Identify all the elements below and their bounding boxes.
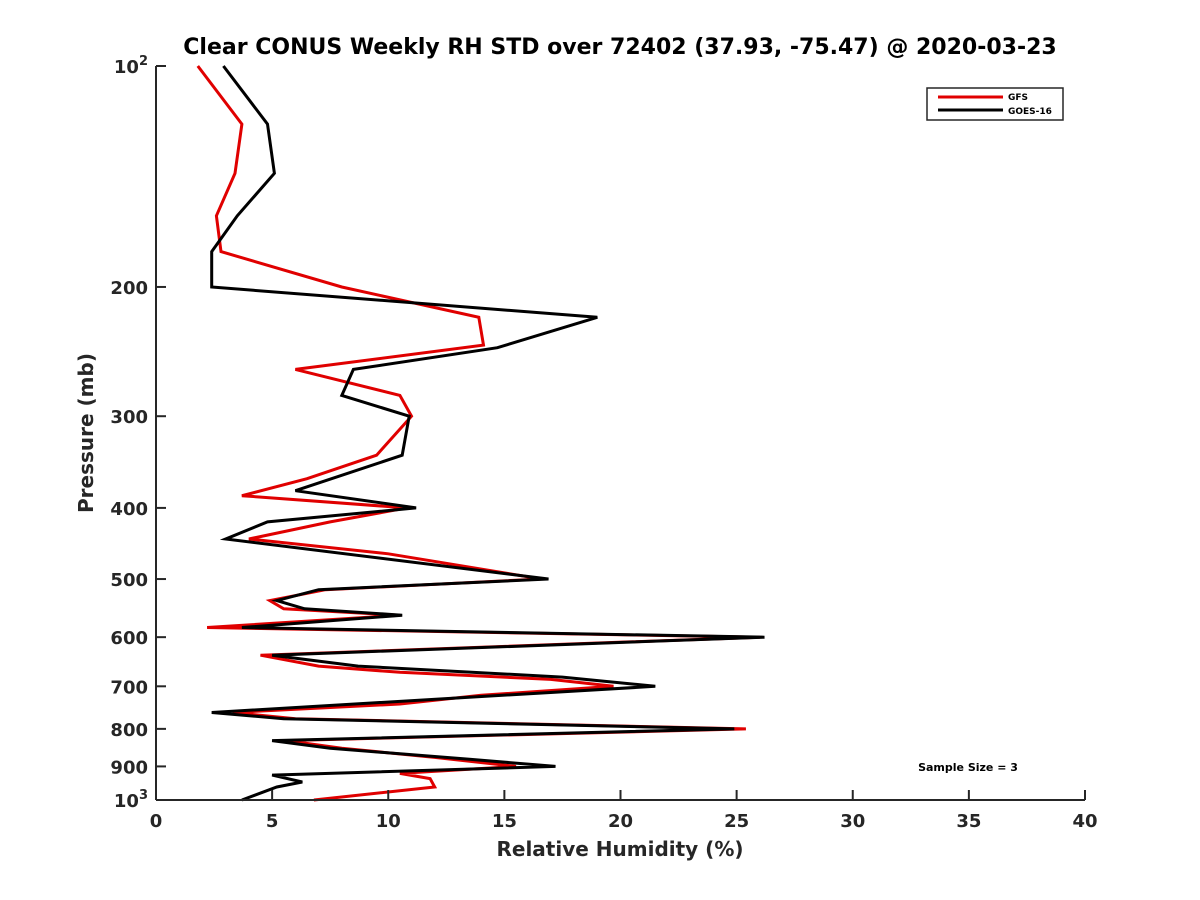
x-tick-label: 5 [266,811,279,832]
y-tick-label: 102 [114,54,148,78]
sample-size-annotation: Sample Size = 3 [918,761,1018,774]
y-tick-label: 800 [110,720,148,741]
legend-label-goes16: GOES-16 [1008,107,1052,117]
x-ticks: 0 5 10 15 20 25 30 35 40 [150,790,1098,832]
y-axis-label: Pressure (mb) [74,353,98,513]
x-tick-label: 10 [376,811,401,832]
series-line-goes16 [210,65,765,802]
legend-label-gfs: GFS [1008,93,1028,103]
x-tick-label: 40 [1072,811,1097,832]
x-tick-label: 0 [150,811,163,832]
y-tick-label: 200 [110,278,148,299]
x-tick-label: 30 [840,811,865,832]
legend: GFS GOES-16 [926,87,1064,121]
chart-title: Clear CONUS Weekly RH STD over 72402 (37… [183,35,1056,60]
x-axis-label: Relative Humidity (%) [496,837,743,861]
x-tick-label: 20 [608,811,633,832]
series-layer [196,65,765,802]
y-tick-label: 700 [110,677,148,698]
y-tick-label: 300 [110,407,148,428]
y-tick-label: 600 [110,628,148,649]
x-tick-label: 35 [956,811,981,832]
y-tick-label: 400 [110,499,148,520]
legend-box [926,87,1064,121]
y-tick-label: 900 [110,757,148,778]
y-tick-label: 103 [114,788,148,812]
x-tick-label: 15 [492,811,517,832]
x-tick-label: 25 [724,811,749,832]
y-tick-label: 500 [110,570,148,591]
y-ticks: 102 200 300 400 500 600 700 800 900 103 [110,54,166,812]
